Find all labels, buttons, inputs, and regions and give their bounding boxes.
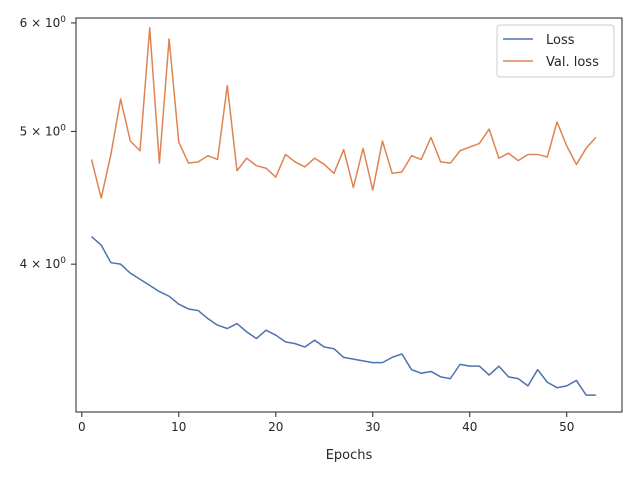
plot-lines: [90, 27, 597, 396]
legend-box: [496, 24, 615, 78]
legend-label: Loss: [546, 33, 575, 48]
x-axis: 0 10 20 30 40 50: [78, 412, 574, 434]
axes-frame: [75, 17, 623, 413]
x-tick-label: 40: [462, 420, 477, 434]
y-tick-label: 5 × 100: [20, 123, 67, 138]
x-tick-label: 50: [559, 420, 574, 434]
x-tick-label: 10: [171, 420, 186, 434]
x-tick-label: 20: [268, 420, 283, 434]
x-tick-label: 0: [78, 420, 86, 434]
legend: Loss Val. loss: [496, 24, 615, 78]
x-axis-label: Epochs: [326, 448, 373, 463]
y-axis: 4 × 100 5 × 100 6 × 100: [20, 15, 76, 271]
series-line-val-loss: [90, 27, 597, 199]
y-tick-label: 6 × 100: [20, 15, 67, 30]
legend-label: Val. loss: [546, 55, 599, 70]
y-tick-label: 4 × 100: [20, 256, 67, 271]
x-tick-label: 30: [365, 420, 380, 434]
series-line-loss: [91, 235, 596, 396]
